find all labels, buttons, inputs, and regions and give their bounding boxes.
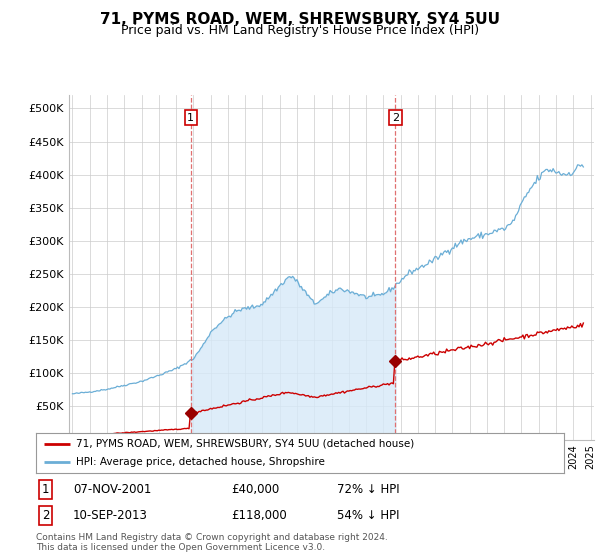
Text: 54% ↓ HPI: 54% ↓ HPI: [337, 510, 400, 522]
Text: 2: 2: [42, 510, 49, 522]
Text: 2: 2: [392, 113, 399, 123]
Text: 71, PYMS ROAD, WEM, SHREWSBURY, SY4 5UU (detached house): 71, PYMS ROAD, WEM, SHREWSBURY, SY4 5UU …: [76, 439, 414, 449]
Text: This data is licensed under the Open Government Licence v3.0.: This data is licensed under the Open Gov…: [36, 543, 325, 552]
Text: 1: 1: [42, 483, 49, 496]
Text: 07-NOV-2001: 07-NOV-2001: [73, 483, 151, 496]
Text: 71, PYMS ROAD, WEM, SHREWSBURY, SY4 5UU: 71, PYMS ROAD, WEM, SHREWSBURY, SY4 5UU: [100, 12, 500, 27]
Text: 72% ↓ HPI: 72% ↓ HPI: [337, 483, 400, 496]
Text: 10-SEP-2013: 10-SEP-2013: [73, 510, 148, 522]
Text: £118,000: £118,000: [232, 510, 287, 522]
Text: HPI: Average price, detached house, Shropshire: HPI: Average price, detached house, Shro…: [76, 458, 325, 467]
Text: £40,000: £40,000: [232, 483, 280, 496]
Text: 1: 1: [187, 113, 194, 123]
Text: Contains HM Land Registry data © Crown copyright and database right 2024.: Contains HM Land Registry data © Crown c…: [36, 533, 388, 542]
Text: Price paid vs. HM Land Registry's House Price Index (HPI): Price paid vs. HM Land Registry's House …: [121, 24, 479, 37]
